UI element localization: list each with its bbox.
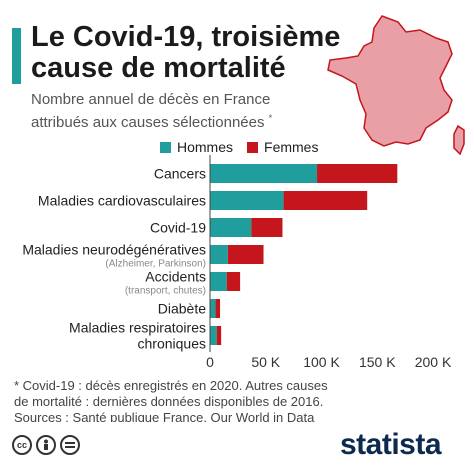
france-mainland xyxy=(327,15,453,147)
x-tick-label: 200 K xyxy=(415,354,452,370)
legend-label-femmes: Femmes xyxy=(264,139,319,155)
bar-hommes xyxy=(210,326,217,345)
title-accent-bar xyxy=(12,28,21,84)
bar-hommes xyxy=(210,245,228,264)
category-label: Maladies neurodégénératives xyxy=(22,242,206,258)
bar-hommes xyxy=(210,164,318,183)
equal-icon[interactable] xyxy=(60,435,80,455)
category-label: Covid-19 xyxy=(150,220,206,236)
footnote-sources: Sources : Santé publique France, Our Wor… xyxy=(14,410,315,425)
legend-item-femmes: Femmes xyxy=(247,139,318,155)
bar-hommes xyxy=(210,272,227,291)
bar-femmes xyxy=(251,218,283,237)
x-tick-label: 150 K xyxy=(359,354,396,370)
corsica xyxy=(453,124,465,156)
category-label: Maladies respiratoires xyxy=(69,320,206,336)
person-icon[interactable] xyxy=(36,435,56,455)
legend-swatch-hommes xyxy=(160,141,171,153)
category-label: chroniques xyxy=(138,336,207,352)
bar-femmes xyxy=(215,299,221,318)
bar-chart: Cancers Maladies cardiovasculaires Covid-1… xyxy=(22,155,452,370)
bar-femmes xyxy=(226,272,241,291)
category-label: Cancers xyxy=(154,166,206,182)
page-subtitle: Nombre annuel de décès en France attribu… xyxy=(31,91,331,132)
bar-hommes xyxy=(210,299,216,318)
category-label: Diabète xyxy=(158,301,206,317)
footnote-note: * Covid-19 : décès enregistrés en 2020. … xyxy=(14,378,328,409)
cc-icon[interactable]: cc xyxy=(12,435,32,455)
category-sublabel: (transport, chutes) xyxy=(125,286,206,297)
bar-hommes xyxy=(210,218,252,237)
legend-label-hommes: Hommes xyxy=(177,139,234,155)
category-label: Accidents xyxy=(145,269,206,285)
bar-femmes xyxy=(216,326,222,345)
x-tick-label: 50 K xyxy=(251,354,280,370)
bar-femmes xyxy=(317,164,398,183)
subtitle-footnote-mark: * xyxy=(268,113,273,123)
footnote: * Covid-19 : décès enregistrés en 2020. … xyxy=(14,378,344,426)
bar-hommes xyxy=(210,191,284,210)
statista-logo[interactable]: statista xyxy=(340,428,442,461)
france-map-icon xyxy=(327,15,465,156)
x-tick-label: 100 K xyxy=(303,354,340,370)
category-label: Maladies cardiovasculaires xyxy=(38,193,206,209)
license-icons: cc xyxy=(12,435,84,455)
legend-item-hommes: Hommes xyxy=(160,139,233,155)
bar-femmes xyxy=(227,245,264,264)
subtitle-text: Nombre annuel de décès en France attribu… xyxy=(31,91,271,131)
category-sublabel: (Alzheimer, Parkinson) xyxy=(105,259,206,270)
page-title: Le Covid-19, troisième cause de mortalit… xyxy=(31,21,341,84)
x-tick-label: 0 xyxy=(206,354,214,370)
bar-femmes xyxy=(283,191,368,210)
chart-legend: Hommes Femmes xyxy=(160,139,332,155)
legend-swatch-femmes xyxy=(247,141,259,153)
